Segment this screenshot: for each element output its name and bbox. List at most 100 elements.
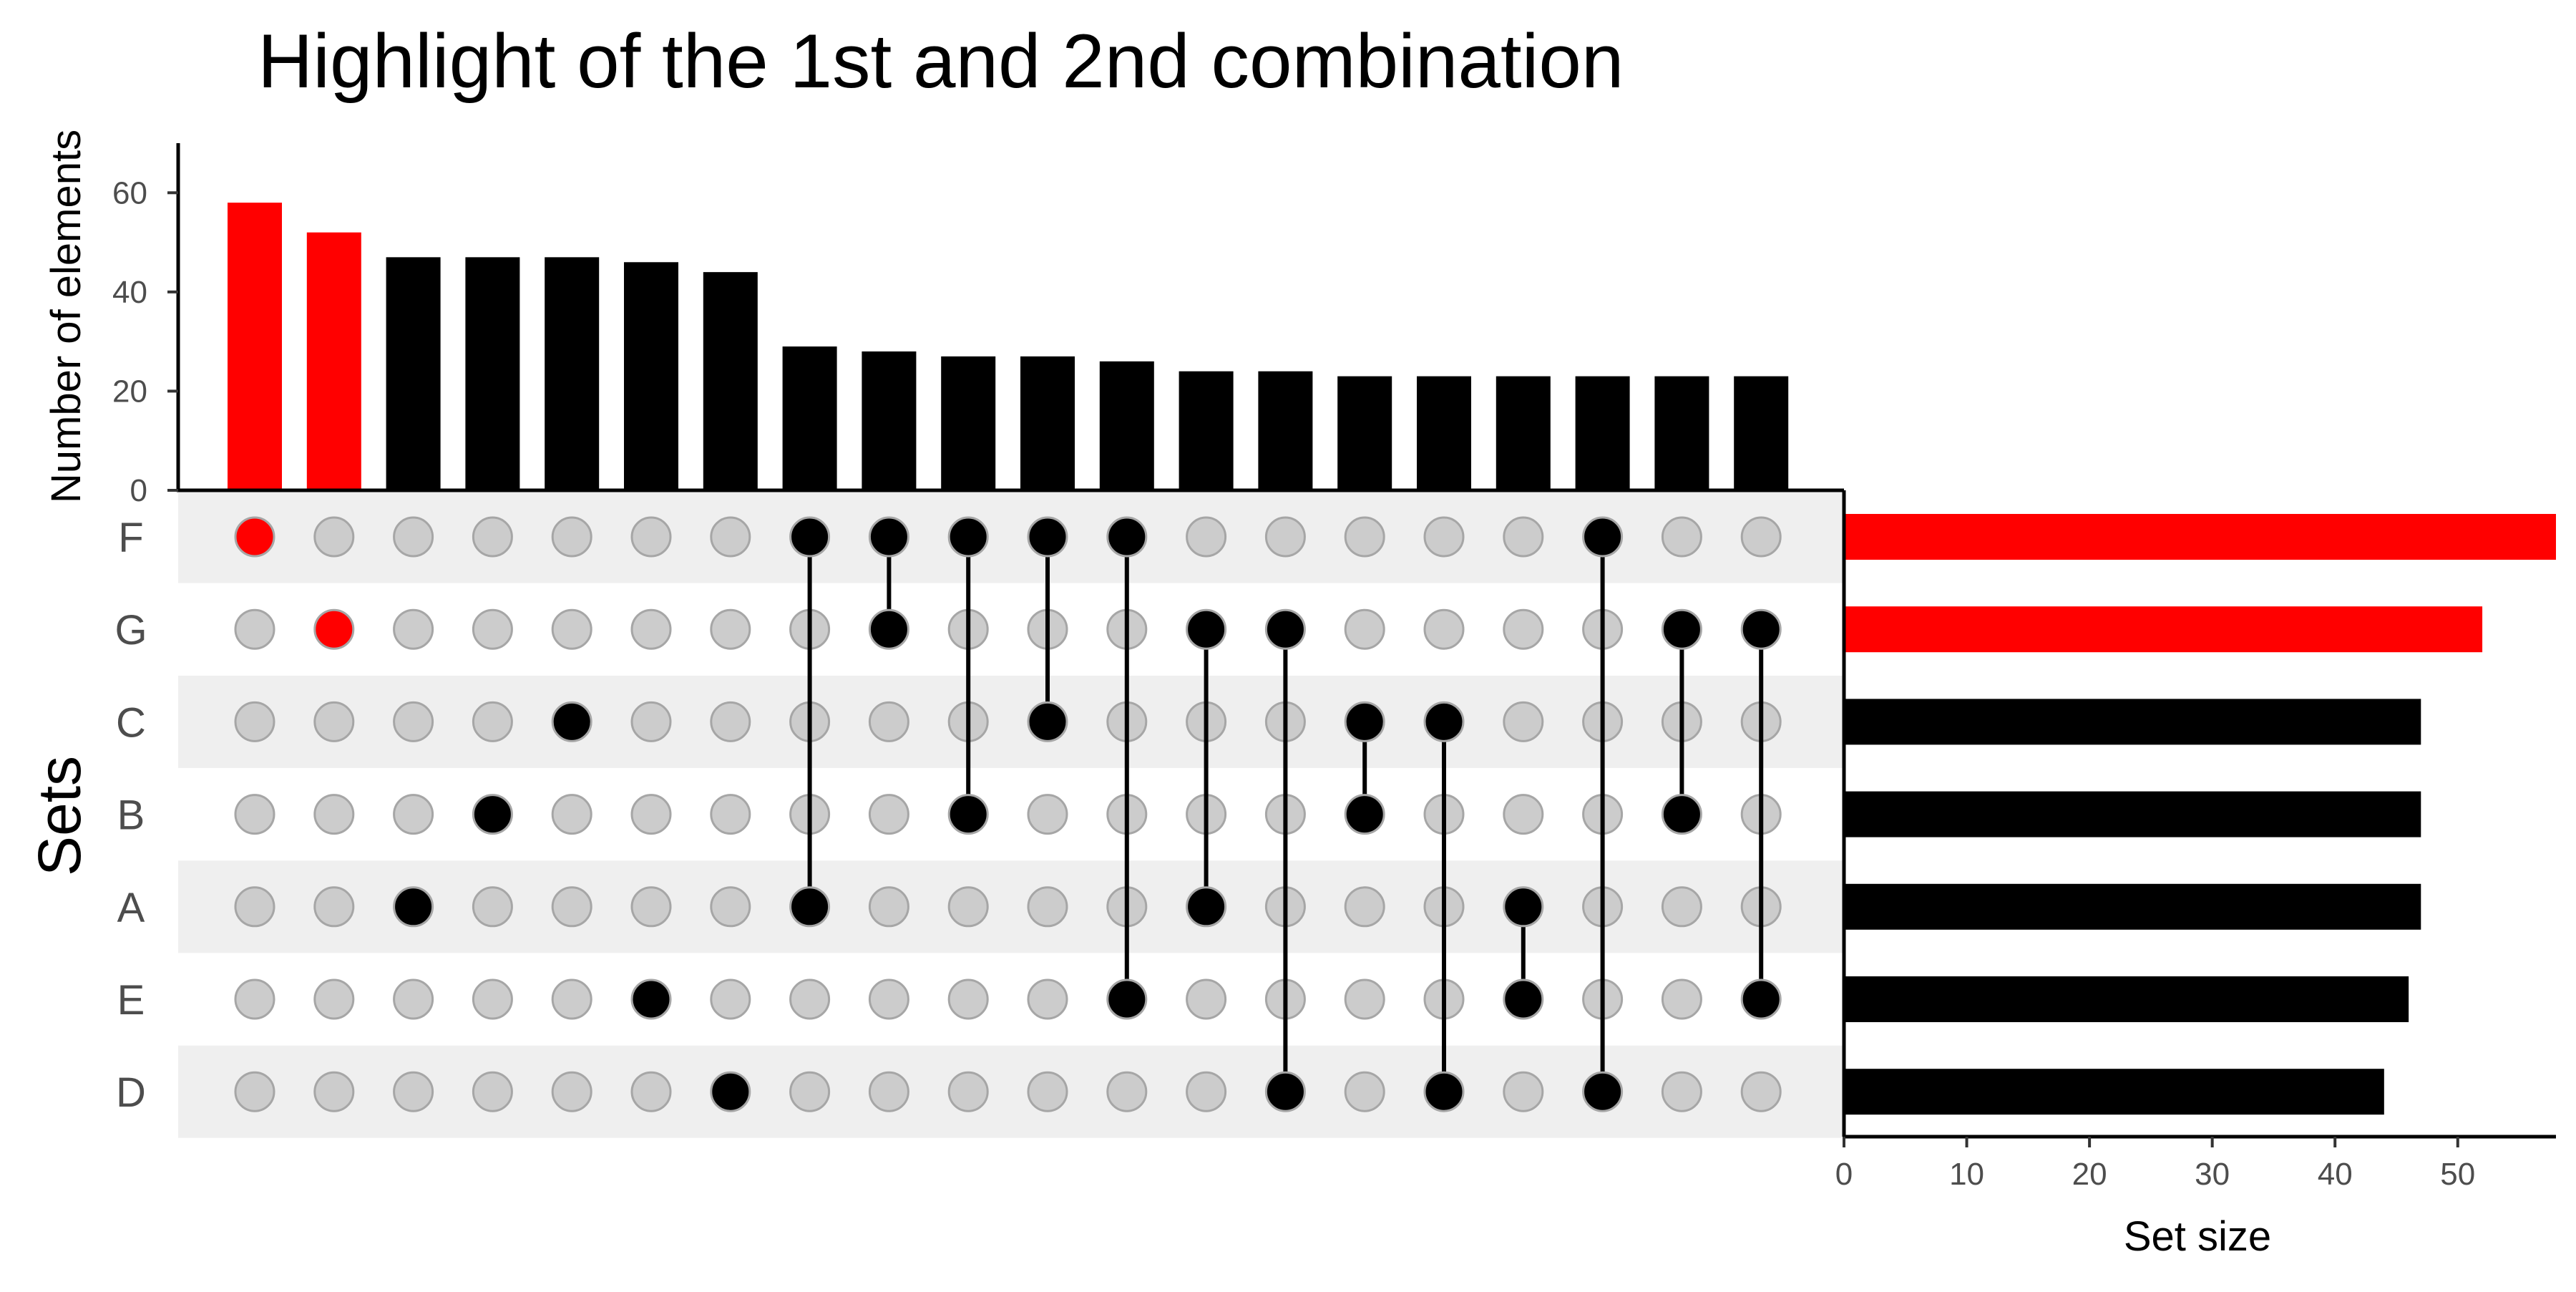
intersection-bar — [465, 257, 520, 490]
chart-title: Highlight of the 1st and 2nd combination — [258, 18, 1624, 104]
matrix-dot-inactive — [1027, 886, 1068, 928]
matrix-dot-active — [1264, 1071, 1306, 1112]
matrix-dot-inactive — [551, 608, 592, 650]
matrix-dot-inactive — [393, 608, 434, 650]
matrix-dot-active — [1740, 978, 1782, 1020]
matrix-dot-active — [1106, 516, 1148, 558]
matrix-dot-inactive — [1661, 516, 1702, 558]
x-tick-label: 40 — [2318, 1157, 2353, 1192]
matrix-dot-inactive — [710, 608, 751, 650]
matrix-dot-inactive — [551, 1071, 592, 1112]
matrix-dot-inactive — [472, 1071, 513, 1112]
matrix-dot-inactive — [868, 1071, 909, 1112]
matrix-dot-inactive — [1344, 608, 1385, 650]
intersection-bar — [703, 272, 758, 490]
matrix-dot-inactive — [947, 1071, 989, 1112]
matrix-dot-inactive — [630, 701, 672, 742]
matrix-dot-inactive — [1186, 978, 1227, 1020]
matrix-dot-inactive — [393, 516, 434, 558]
set-size-bar — [1844, 606, 2483, 653]
matrix-dot-inactive — [630, 794, 672, 835]
intersection-bar — [386, 257, 441, 490]
matrix-dot-inactive — [630, 516, 672, 558]
intersection-bar — [545, 257, 600, 490]
y-tick-label: 60 — [112, 175, 147, 210]
matrix-dot-active — [1106, 978, 1148, 1020]
y-tick-label: 20 — [112, 374, 147, 409]
matrix-dot-inactive — [1740, 1071, 1782, 1112]
matrix-dot-active — [947, 794, 989, 835]
matrix-dot-active — [313, 608, 355, 650]
set-size-bar — [1844, 883, 2421, 930]
matrix-dot-inactive — [630, 608, 672, 650]
matrix-stripe — [178, 1045, 1844, 1138]
matrix-dot-active — [1027, 516, 1068, 558]
matrix-dot-active — [789, 516, 831, 558]
matrix-dot-inactive — [313, 516, 355, 558]
set-label: A — [117, 885, 145, 931]
matrix-dot-active — [1423, 701, 1465, 742]
matrix-dot-active — [1027, 701, 1068, 742]
sets-axis-title: Sets — [26, 756, 93, 876]
matrix-dot-inactive — [1027, 794, 1068, 835]
matrix-dot-active — [393, 886, 434, 928]
matrix-dot-inactive — [1661, 1071, 1702, 1112]
matrix-dot-active — [630, 978, 672, 1020]
matrix-dot-inactive — [472, 886, 513, 928]
matrix-dot-inactive — [313, 978, 355, 1020]
matrix-dot-inactive — [234, 608, 275, 650]
matrix-dot-active — [1661, 794, 1702, 835]
matrix-dot-inactive — [868, 978, 909, 1020]
matrix-dot-inactive — [1106, 1071, 1148, 1112]
matrix-dot-active — [234, 516, 275, 558]
matrix-dot-inactive — [710, 886, 751, 928]
intersection-bar — [941, 356, 996, 490]
matrix-dot-active — [1740, 608, 1782, 650]
matrix-dot-inactive — [551, 978, 592, 1020]
matrix-dot-inactive — [472, 978, 513, 1020]
matrix-dot-active — [551, 701, 592, 742]
set-size-bar — [1844, 699, 2421, 745]
intersection-bar — [1575, 376, 1630, 490]
matrix-dot-inactive — [1503, 516, 1544, 558]
matrix-dot-inactive — [1661, 978, 1702, 1020]
intersection-bar — [1654, 376, 1709, 490]
matrix-dot-inactive — [1503, 608, 1544, 650]
matrix-dot-inactive — [472, 516, 513, 558]
matrix-dot-inactive — [393, 794, 434, 835]
matrix-dot-inactive — [1423, 516, 1465, 558]
x-tick-label: 0 — [1835, 1157, 1853, 1192]
matrix-dot-inactive — [710, 978, 751, 1020]
matrix-dot-inactive — [1186, 1071, 1227, 1112]
matrix-dot-active — [789, 886, 831, 928]
matrix-dot-active — [1186, 886, 1227, 928]
matrix-dot-active — [868, 516, 909, 558]
matrix-dot-inactive — [1503, 1071, 1544, 1112]
set-label: C — [116, 699, 146, 746]
intersection-bar — [306, 232, 361, 490]
matrix-dot-inactive — [868, 886, 909, 928]
matrix-dot-inactive — [1027, 1071, 1068, 1112]
set-label: B — [117, 792, 145, 839]
set-size-bar — [1844, 791, 2421, 837]
matrix-dot-inactive — [1344, 1071, 1385, 1112]
matrix-stripe — [178, 675, 1844, 768]
matrix-dot-active — [1661, 608, 1702, 650]
matrix-dot-active — [1186, 608, 1227, 650]
matrix-dot-inactive — [472, 608, 513, 650]
matrix-dot-inactive — [313, 794, 355, 835]
intersection-bar — [1337, 376, 1392, 490]
matrix-dot-inactive — [1344, 886, 1385, 928]
set-label: D — [116, 1069, 146, 1116]
matrix-dot-inactive — [313, 701, 355, 742]
matrix-dot-inactive — [234, 701, 275, 742]
matrix-dot-inactive — [1740, 516, 1782, 558]
y-tick-label: 0 — [130, 473, 147, 508]
x-tick-label: 20 — [2072, 1157, 2107, 1192]
matrix-dot-inactive — [947, 978, 989, 1020]
set-size-bars — [1842, 490, 2556, 1137]
intersection-bar — [624, 262, 678, 490]
intersection-bar — [862, 351, 917, 490]
